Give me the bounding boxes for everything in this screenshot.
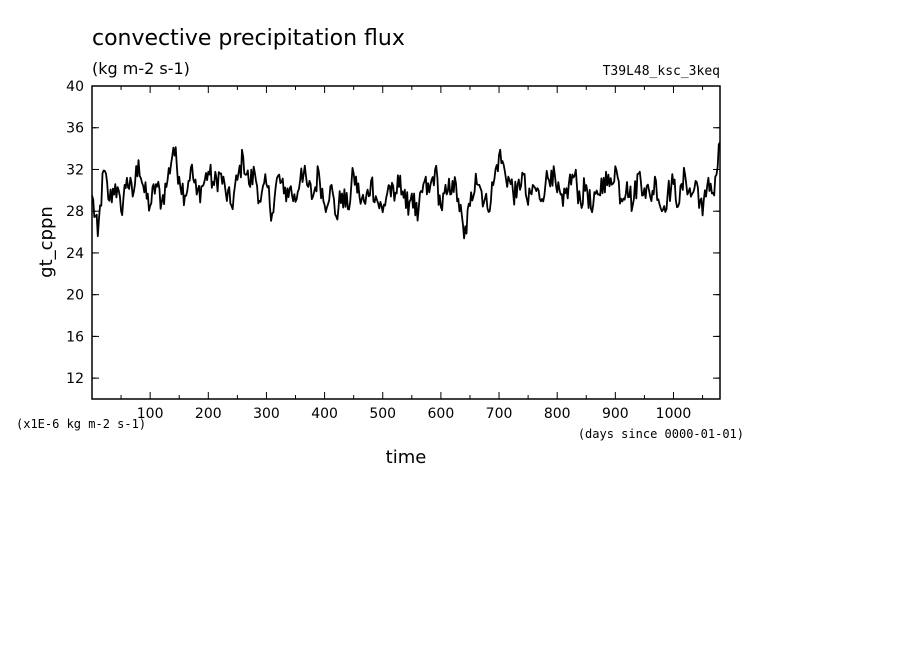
x-units-label: (days since 0000-01-01) xyxy=(578,427,744,441)
y-axis-label: gt_cppn xyxy=(36,206,57,278)
y-tick-label: 36 xyxy=(66,121,84,137)
chart-title: convective precipitation flux xyxy=(92,26,405,51)
x-tick-label: 900 xyxy=(602,406,629,422)
y-tick-label: 32 xyxy=(66,162,84,178)
run-label: T39L48_ksc_3keq xyxy=(603,64,720,79)
x-tick-label: 400 xyxy=(311,406,338,422)
x-tick-label: 700 xyxy=(486,406,513,422)
x-tick-label: 300 xyxy=(253,406,280,422)
x-tick-label: 600 xyxy=(428,406,455,422)
x-tick-label: 1000 xyxy=(656,406,692,422)
x-axis-label: time xyxy=(386,447,427,468)
y-tick-label: 24 xyxy=(66,246,84,262)
y-tick-label: 40 xyxy=(66,79,84,95)
y-tick-label: 20 xyxy=(66,288,84,304)
y-axis-ticks: 12 16 20 24 28 32 36 40 xyxy=(66,79,720,387)
chart-subtitle: (kg m-2 s-1) xyxy=(92,59,190,78)
y-tick-label: 28 xyxy=(66,204,84,220)
x-tick-label: 500 xyxy=(369,406,396,422)
y-tick-label: 16 xyxy=(66,329,84,345)
plot-frame xyxy=(91,85,721,400)
y-tick-label: 12 xyxy=(66,371,84,387)
y-units-label: (x1E-6 kg m-2 s-1) xyxy=(16,417,146,431)
series-line-gt-cppn xyxy=(91,141,721,240)
x-tick-label: 200 xyxy=(195,406,222,422)
x-axis-ticks: 100 200 300 400 500 600 700 800 900 1000 xyxy=(120,86,704,422)
x-tick-label: 800 xyxy=(544,406,571,422)
x-tick-label: 100 xyxy=(137,406,164,422)
